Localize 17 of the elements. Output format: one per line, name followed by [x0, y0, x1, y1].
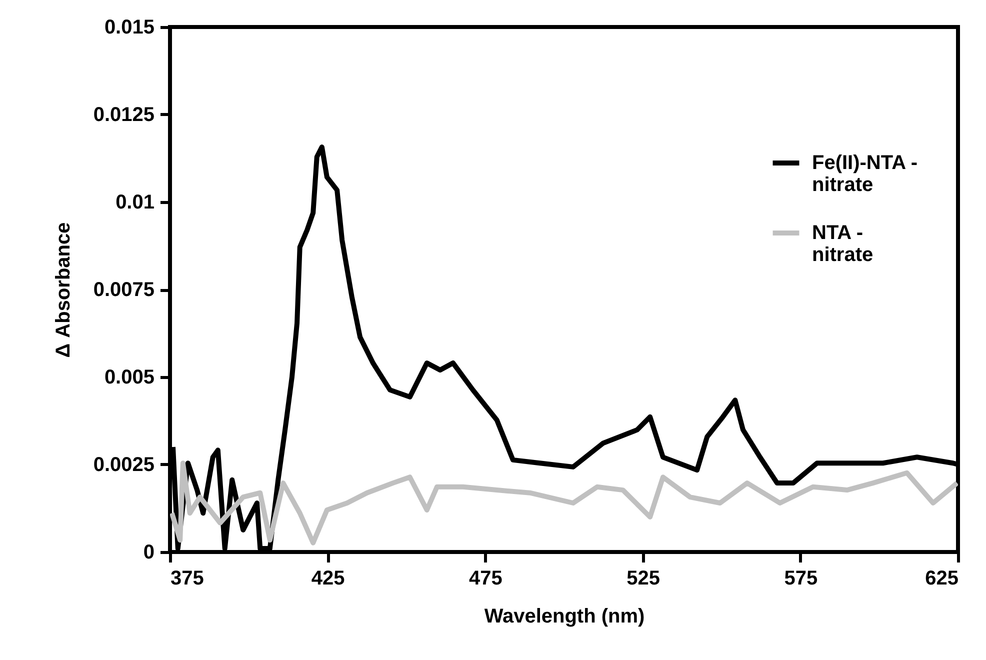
- x-tick-label: 425: [311, 568, 345, 590]
- x-tick-label: 625: [925, 568, 958, 590]
- y-axis-title: Δ Absorbance: [52, 222, 74, 358]
- y-tick-label: 0: [143, 542, 154, 564]
- y-tick-label: 0.01: [116, 192, 154, 214]
- legend-label: NTA - nitrate: [812, 222, 874, 266]
- x-tick-label: 475: [469, 568, 502, 590]
- y-tick-label: 0.0075: [93, 279, 154, 301]
- x-tick-label: 575: [784, 568, 818, 590]
- x-axis-title: Wavelength (nm): [484, 606, 645, 628]
- y-tick-label: 0.0125: [93, 104, 154, 126]
- legend-label: Fe(II)-NTA - nitrate: [812, 152, 918, 196]
- y-tick-label: 0.015: [104, 16, 154, 38]
- x-tick-label: 525: [626, 568, 660, 590]
- y-tick-label: 0.0025: [93, 454, 154, 476]
- x-tick-label: 375: [170, 568, 204, 590]
- y-tick-label: 0.005: [104, 366, 154, 388]
